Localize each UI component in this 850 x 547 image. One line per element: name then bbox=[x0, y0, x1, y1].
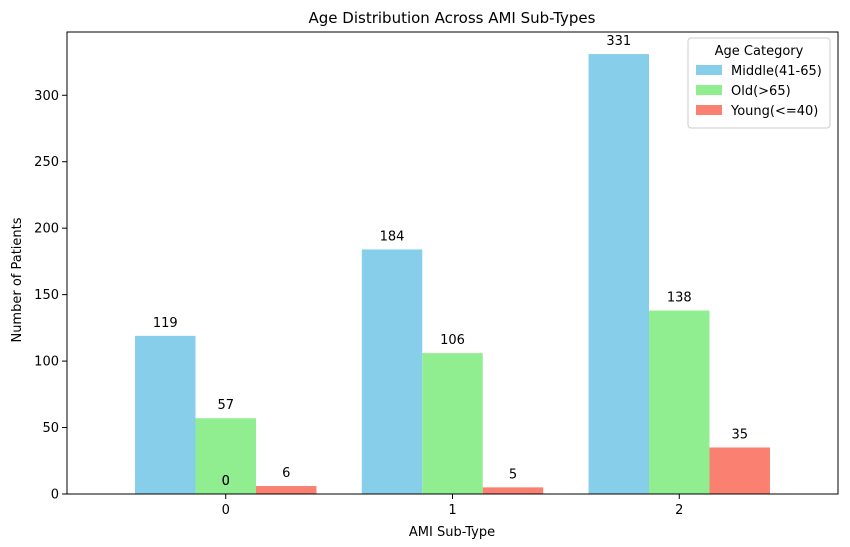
y-tick-label-2: 100 bbox=[34, 355, 59, 370]
data-label-1-1: 106 bbox=[440, 333, 465, 348]
legend-label-2: Young(<=40) bbox=[730, 104, 818, 119]
bar-1-1 bbox=[422, 353, 483, 494]
y-tick-label-5: 250 bbox=[34, 155, 59, 170]
y-tick-label-4: 200 bbox=[34, 222, 59, 237]
bar-0-2 bbox=[255, 486, 317, 494]
data-label-0-2: 6 bbox=[282, 466, 290, 481]
extra-zero-label-0: 0 bbox=[222, 474, 230, 489]
data-label-0-0: 119 bbox=[153, 316, 178, 331]
legend-swatch-2 bbox=[696, 105, 722, 115]
bars-layer bbox=[135, 54, 770, 494]
data-label-2-2: 35 bbox=[731, 427, 748, 442]
legend-box bbox=[687, 37, 831, 129]
data-label-2-0: 331 bbox=[606, 34, 631, 49]
data-label-2-1: 138 bbox=[667, 291, 692, 306]
y-tick-label-3: 150 bbox=[34, 288, 59, 303]
data-label-1-2: 5 bbox=[509, 467, 517, 482]
extra-zero-label-1: 0 bbox=[222, 474, 230, 489]
legend-swatch-0 bbox=[696, 65, 722, 75]
legend-swatch-1 bbox=[696, 85, 722, 95]
legend-label-1: Old(>65) bbox=[731, 84, 791, 99]
y-axis-title: Number of Patients bbox=[10, 217, 25, 342]
bar-0-0 bbox=[135, 335, 196, 494]
bar-1-0 bbox=[361, 249, 423, 494]
bar-1-2 bbox=[482, 487, 544, 494]
x-axis-title: AMI Sub-Type bbox=[409, 525, 495, 540]
plot-frame bbox=[66, 31, 839, 495]
bar-2-0 bbox=[588, 54, 650, 494]
y-tick-label-1: 50 bbox=[42, 421, 59, 436]
bar-2-2 bbox=[709, 447, 770, 494]
data-label-1-0: 184 bbox=[380, 229, 405, 244]
legend-label-0: Middle(41-65) bbox=[731, 64, 822, 79]
x-tick-label-2: 2 bbox=[675, 503, 683, 518]
chart-title: Age Distribution Across AMI Sub-Types bbox=[309, 9, 596, 27]
x-tick-label-1: 1 bbox=[448, 503, 456, 518]
data-label-0-1: 57 bbox=[217, 398, 234, 413]
y-tick-label-0: 0 bbox=[51, 488, 59, 503]
y-tick-label-6: 300 bbox=[34, 89, 59, 104]
legend-title: Age Category bbox=[715, 44, 804, 59]
bar-0-1 bbox=[195, 418, 256, 494]
x-tick-label-0: 0 bbox=[222, 503, 230, 518]
legend: Age Category Middle(41-65) Old(>65) Young(<… bbox=[687, 37, 831, 129]
bar-2-1 bbox=[649, 310, 710, 494]
